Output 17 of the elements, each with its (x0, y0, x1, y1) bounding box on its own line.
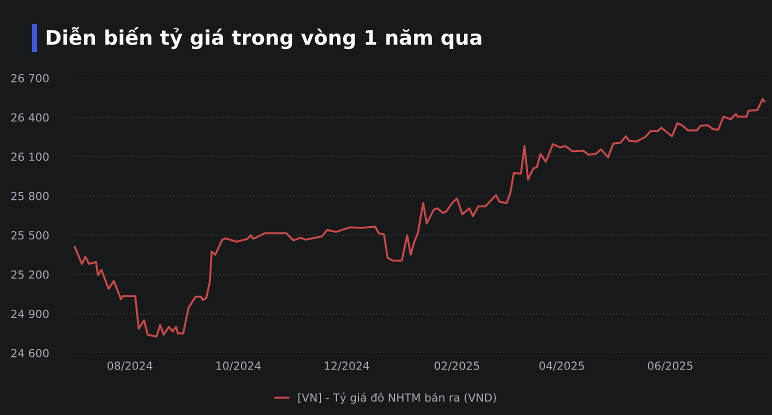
line-series (74, 98, 766, 338)
y-tick-label: 25 800 (11, 192, 49, 200)
x-tick-label: 06/2025 (648, 362, 692, 371)
x-tick-label: 08/2024 (108, 362, 152, 371)
y-tick-label: 26 100 (11, 152, 49, 161)
x-tick-label: 10/2024 (216, 362, 261, 371)
chart-title: Diễn biến tỷ giá trong vòng 1 năm qua (46, 26, 482, 50)
y-tick-label: 26 400 (11, 113, 49, 122)
x-tick-label: 02/2025 (434, 362, 480, 371)
y-tick-label: 25 500 (11, 231, 49, 240)
y-tick-label: 25 200 (11, 270, 49, 279)
legend-label: [VN] - Tỷ giá đô NHTM bán ra (VND) (298, 392, 496, 404)
x-tick-label: 04/2025 (539, 362, 584, 371)
y-tick-label: 24 600 (11, 348, 49, 358)
y-tick-label: 26 700 (11, 74, 49, 82)
x-tick-label: 12/2024 (324, 362, 370, 371)
y-tick-label: 24 900 (11, 310, 49, 318)
